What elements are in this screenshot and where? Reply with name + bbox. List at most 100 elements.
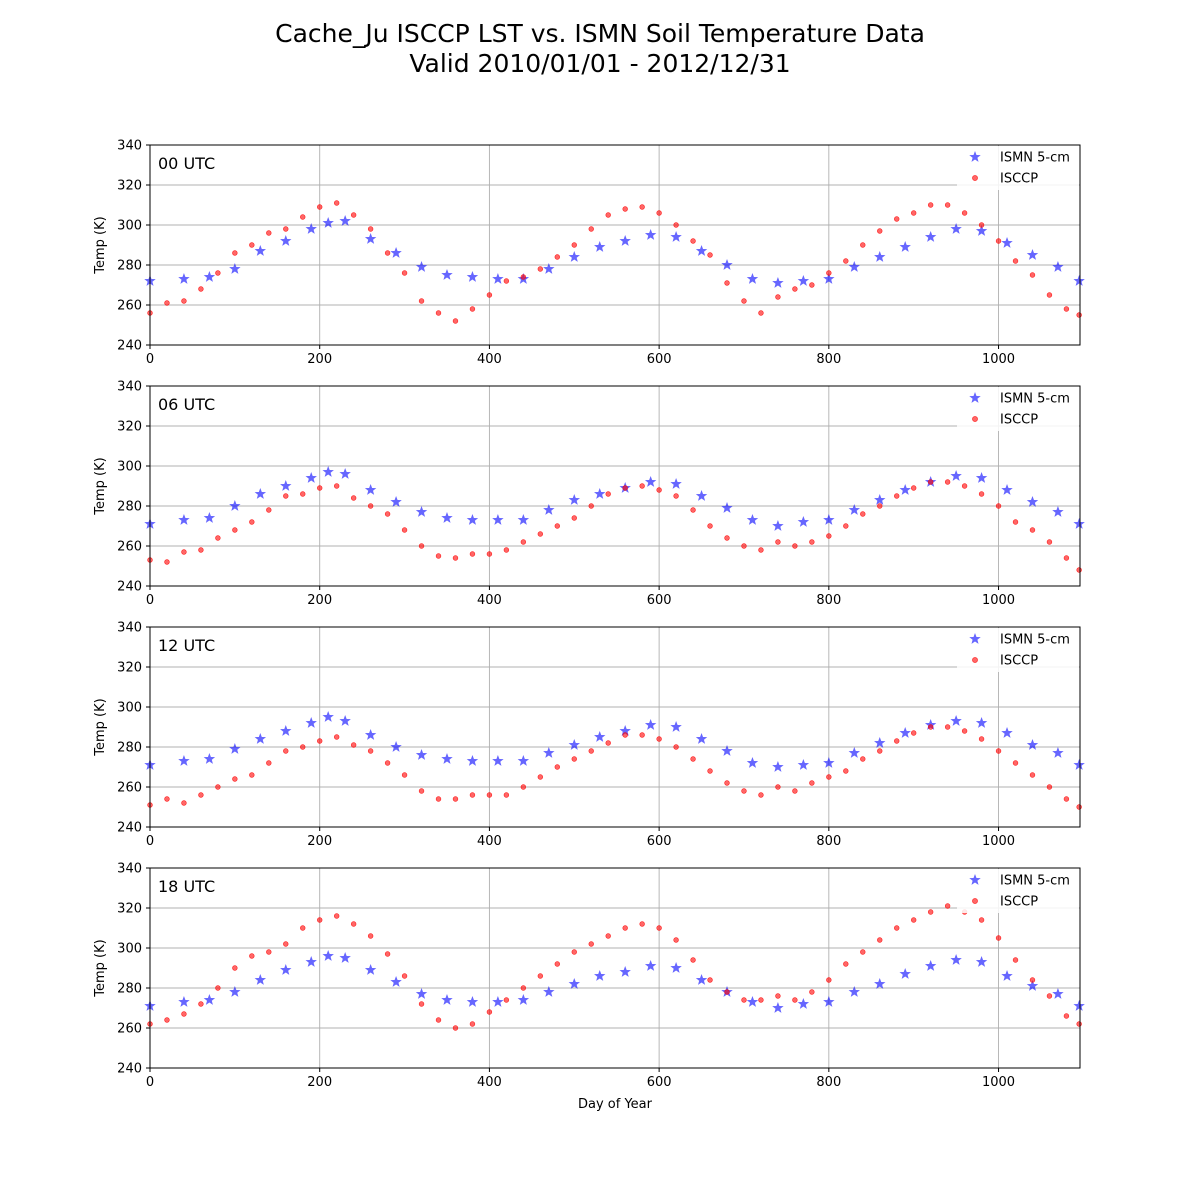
data-point-circle — [249, 519, 255, 525]
data-point-circle — [537, 973, 544, 979]
y-tick-label: 300 — [117, 942, 142, 957]
data-point-circle — [317, 917, 323, 923]
data-point-star — [492, 273, 504, 284]
data-point-circle — [537, 266, 544, 272]
data-point-star — [305, 472, 317, 483]
data-point-star — [517, 514, 530, 525]
data-point-circle — [164, 1017, 170, 1023]
data-point-circle — [401, 527, 408, 533]
data-point-circle — [198, 286, 204, 292]
y-axis-label: Temp (K) — [93, 216, 108, 274]
data-point-circle — [792, 286, 798, 292]
data-point-circle — [860, 242, 866, 248]
data-point-circle — [384, 511, 391, 517]
data-point-circle — [503, 792, 510, 798]
panel-label: 18 UTC — [158, 877, 215, 896]
data-point-circle — [588, 748, 594, 754]
data-point-circle — [809, 539, 815, 545]
x-tick-label: 200 — [307, 593, 332, 608]
data-point-star — [1026, 496, 1039, 507]
data-point-circle — [961, 728, 968, 734]
data-point-circle — [367, 503, 374, 509]
x-tick-label: 200 — [307, 834, 332, 849]
data-point-circle — [894, 216, 900, 222]
data-point-circle — [741, 788, 747, 794]
axes-frame — [149, 867, 1081, 1069]
x-tick-label: 600 — [647, 1075, 672, 1090]
data-point-star — [695, 490, 708, 501]
x-tick-label: 0 — [146, 352, 154, 367]
data-point-star — [746, 514, 759, 525]
legend-circle-icon — [972, 175, 978, 181]
x-tick-label: 800 — [816, 593, 841, 608]
series-isccp — [147, 903, 1082, 1031]
data-point-star — [899, 968, 911, 979]
data-point-circle — [198, 1001, 204, 1007]
data-point-star — [339, 468, 351, 479]
data-point-star — [695, 974, 708, 985]
data-point-circle — [350, 921, 357, 927]
data-point-circle — [826, 977, 832, 983]
data-point-circle — [877, 748, 883, 754]
data-point-circle — [503, 278, 510, 284]
panel-0: 0 200 400 600 800 1000 240 260 280 300 320 340 Temp … — [93, 139, 1085, 367]
data-point-circle — [622, 925, 628, 931]
data-point-star — [772, 520, 784, 531]
data-point-circle — [588, 503, 594, 509]
legend-label-ismn: ISMN 5-cm — [1000, 633, 1070, 648]
data-point-star — [543, 986, 555, 997]
data-point-circle — [283, 493, 289, 499]
data-point-circle — [198, 547, 204, 553]
y-tick-label: 340 — [117, 621, 142, 636]
data-point-circle — [232, 250, 238, 256]
data-point-star — [364, 233, 377, 244]
data-point-circle — [1063, 1013, 1070, 1019]
axes-frame — [149, 626, 1081, 828]
data-point-circle — [894, 493, 900, 499]
x-tick-label: 800 — [816, 1075, 841, 1090]
series-ismn — [144, 711, 1085, 772]
y-tick-label: 280 — [117, 500, 142, 515]
data-point-circle — [826, 533, 832, 539]
data-point-star — [203, 512, 216, 523]
data-point-star — [746, 996, 759, 1007]
data-point-star — [1052, 988, 1064, 999]
figure-title: Cache_Ju ISCCP LST vs. ISMN Soil Tempera… — [275, 19, 925, 48]
data-point-star — [229, 263, 241, 274]
data-point-circle — [758, 792, 764, 798]
data-point-circle — [656, 925, 662, 931]
data-point-star — [1001, 484, 1013, 495]
data-point-star — [229, 986, 241, 997]
panel-1: 0 200 400 600 800 1000 240 260 280 300 320 340 Temp … — [93, 380, 1085, 608]
data-point-circle — [927, 202, 934, 208]
data-point-circle — [741, 997, 747, 1003]
data-point-circle — [978, 491, 985, 497]
data-point-circle — [758, 997, 764, 1003]
data-point-circle — [571, 756, 577, 762]
data-point-circle — [181, 298, 187, 304]
data-point-star — [1052, 261, 1064, 272]
data-point-circle — [860, 949, 866, 955]
data-point-circle — [894, 738, 900, 744]
data-point-circle — [1029, 977, 1036, 983]
data-point-star — [390, 247, 402, 258]
x-tick-label: 200 — [307, 352, 332, 367]
data-point-star — [823, 996, 835, 1007]
data-point-star — [178, 755, 190, 766]
data-point-circle — [927, 909, 934, 915]
legend-label-ismn: ISMN 5-cm — [1000, 392, 1070, 407]
data-point-star — [1052, 747, 1064, 758]
data-point-circle — [452, 318, 459, 324]
data-point-circle — [350, 495, 357, 501]
data-point-circle — [164, 559, 170, 565]
data-point-circle — [300, 744, 306, 750]
data-point-circle — [520, 985, 527, 991]
figure-subtitle: Valid 2010/01/01 - 2012/12/31 — [409, 49, 791, 78]
data-point-circle — [554, 254, 560, 260]
y-tick-label: 240 — [117, 339, 142, 354]
data-point-star — [950, 223, 962, 234]
data-point-star — [1001, 237, 1013, 248]
data-point-star — [178, 514, 190, 525]
data-point-circle — [401, 973, 408, 979]
